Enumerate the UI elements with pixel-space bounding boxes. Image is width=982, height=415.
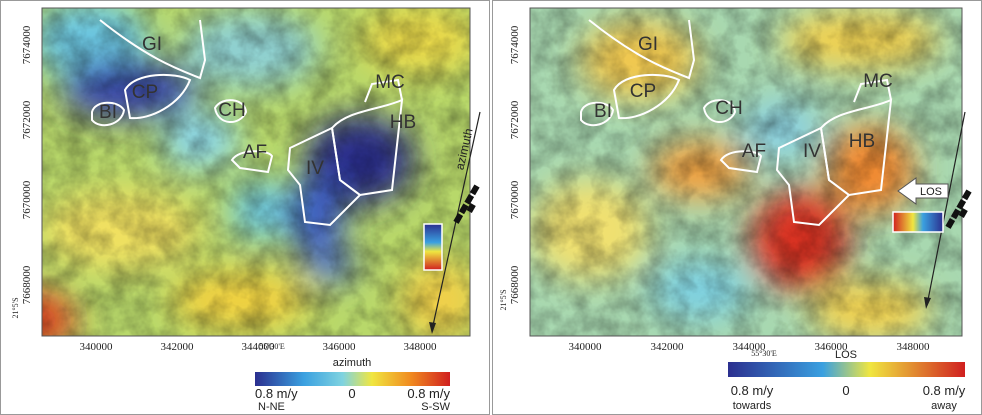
x-tick-label: 348000 [897,341,931,353]
region-label: MC [863,71,893,92]
region-label: GI [142,34,162,55]
region-label: HB [849,131,875,152]
direction-label: LOS [920,186,942,198]
colorbar-right-note: away [931,400,957,412]
longitude-label: 55°30'E [259,342,285,351]
y-tick-label: 7672000 [21,100,33,139]
region-label: GI [638,34,658,55]
y-tick-label: 7674000 [21,25,33,64]
region-label: CH [218,100,245,121]
x-tick-label: 342000 [161,341,195,353]
colorbar-min-label: 0.8 m/y [255,386,298,401]
region-label: CP [132,82,158,103]
y-tick-label: 7674000 [509,25,521,64]
map-right [530,8,962,340]
region-label: HB [390,112,416,133]
x-tick-label: 340000 [80,341,114,353]
region-label: CH [715,98,742,119]
y-tick-label: 7668000 [21,265,33,304]
latitude-label: 21°5'S [11,297,20,318]
colorbar-mid-label: 0 [842,383,849,398]
colorbar-max-label: 0.8 m/y [923,383,966,398]
colorbar-left-note: towards [733,400,772,412]
y-tick-label: 7670000 [509,180,521,219]
region-label: IV [306,158,324,179]
y-tick-label: 7668000 [509,265,521,304]
region-label: IV [803,141,821,162]
colorbar-title: azimuth [333,357,372,369]
region-label: AF [243,142,267,163]
region-label: BI [99,102,117,123]
x-tick-label: 340000 [569,341,603,353]
map-left [0,0,480,350]
colorbar-title: LOS [835,349,857,361]
colorbar-right-note: S-SW [421,401,450,413]
region-label: MC [375,72,405,93]
y-tick-label: 7670000 [21,180,33,219]
region-label: CP [630,81,656,102]
colorbar [728,362,965,377]
x-tick-label: 346000 [323,341,357,353]
colorbar-left-note: N-NE [258,401,285,413]
colorbar-mid-label: 0 [348,386,355,401]
x-tick-label: 348000 [404,341,438,353]
colorbar [255,372,450,386]
x-tick-label: 342000 [651,341,685,353]
y-tick-label: 7672000 [509,100,521,139]
region-label: AF [742,141,766,162]
latitude-label: 21°5'S [499,289,508,310]
region-label: BI [594,101,612,122]
colorbar-min-label: 0.8 m/y [731,383,774,398]
colorbar-max-label: 0.8 m/y [407,386,450,401]
figure: 3400003420003440003460003480007674000767… [0,0,982,415]
longitude-label: 55°30'E [751,349,777,358]
